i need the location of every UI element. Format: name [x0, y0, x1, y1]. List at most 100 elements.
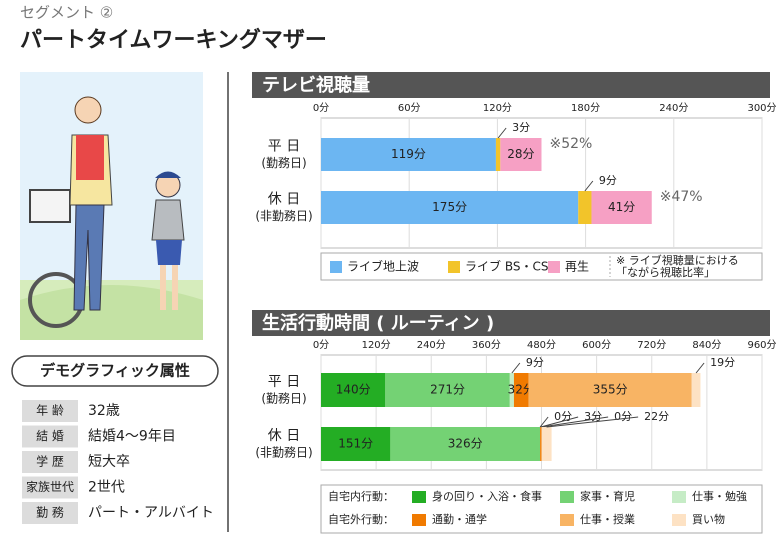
bar-segment [513, 373, 529, 407]
bar-segment [578, 191, 592, 224]
bar-segment [495, 138, 501, 171]
leader-line [539, 416, 549, 428]
value-label: 19分 [710, 356, 735, 369]
demographics-title: デモグラフィック属性 [40, 362, 190, 380]
x-tick-label: 240分 [417, 339, 446, 351]
page-title: パートタイムワーキングマザー [20, 27, 327, 53]
x-tick-label: 960分 [747, 339, 776, 351]
bar-segment [540, 427, 542, 461]
x-tick-label: 0分 [313, 339, 329, 351]
legend-group: 自宅外行動： [328, 512, 394, 526]
ratio-label: ※52% [550, 136, 593, 152]
category-note: (勤務日) [261, 156, 306, 170]
bar-segment [390, 427, 541, 461]
segment-label: セグメント ② [20, 4, 113, 22]
key-text: 勤 務 [36, 506, 64, 520]
x-tick-label: 300分 [747, 102, 776, 114]
value-label: 140分 [336, 383, 371, 397]
leader-line [584, 180, 594, 192]
value-label: 28分 [507, 147, 534, 161]
value-label: 41分 [608, 200, 635, 214]
plot-area [320, 117, 763, 249]
legend-swatch [412, 514, 426, 526]
value-text: 32歳 [88, 403, 120, 419]
bar-segment [321, 373, 386, 407]
section-header [252, 310, 770, 336]
legend-label: 身の回り・入浴・食事 [432, 489, 542, 503]
x-tick-label: 600分 [582, 339, 611, 351]
x-tick-label: 120分 [483, 102, 512, 114]
value-text: 結婚4〜9年目 [88, 429, 176, 445]
legend-note: 「ながら視聴比率」 [616, 265, 715, 279]
value-label: 119分 [391, 147, 426, 161]
value-label: 175分 [432, 200, 467, 214]
key-text: 家族世代 [26, 479, 74, 494]
x-tick-label: 360分 [472, 339, 501, 351]
legend-swatch [672, 491, 686, 503]
legend-label: 再生 [565, 260, 589, 274]
section-header [252, 72, 770, 98]
category-note: (非勤務日) [255, 446, 312, 460]
bar-segment [528, 373, 692, 407]
bar-segment [509, 373, 514, 407]
leader-line [695, 362, 705, 374]
key-cell [22, 400, 78, 422]
value-label: 3分 [512, 121, 530, 134]
category-label: 休 日 [268, 428, 300, 444]
value-label: 9分 [599, 174, 617, 187]
legend-label: 仕事・授業 [580, 512, 635, 526]
category-note: (非勤務日) [255, 209, 312, 223]
leader-line [541, 416, 609, 428]
legend-label: 買い物 [692, 512, 725, 526]
value-label: 32分 [508, 383, 535, 397]
value-label: 355分 [593, 383, 628, 397]
key-text: 学 歴 [36, 454, 64, 469]
value-text: 短大卒 [88, 454, 130, 470]
legend-swatch [560, 514, 574, 526]
ratio-label: ※47% [660, 189, 703, 205]
legend-swatch [548, 261, 560, 273]
bar-segment [321, 191, 579, 224]
legend-label: 仕事・勉強 [692, 489, 747, 503]
legend-swatch [330, 261, 342, 273]
demographics-pill [11, 355, 219, 387]
legend-group: 自宅内行動： [328, 489, 394, 503]
legend-label: ライブ地上波 [347, 259, 419, 274]
x-tick-label: 0分 [313, 102, 329, 114]
category-label: 平 日 [268, 139, 300, 155]
value-text: パート・アルバイト [88, 505, 214, 521]
value-label: 326分 [448, 437, 483, 451]
key-cell [22, 425, 78, 448]
key-text: 結 婚 [36, 429, 64, 443]
legend-box [320, 484, 763, 534]
value-label: 271分 [430, 383, 465, 397]
chart-title: テレビ視聴量 [262, 74, 370, 96]
legend-swatch [412, 491, 426, 503]
x-tick-label: 120分 [362, 339, 391, 351]
leader-line [546, 416, 639, 428]
value-label: 0分 [614, 410, 632, 423]
value-label: 151分 [338, 437, 373, 451]
x-tick-label: 60分 [398, 102, 421, 114]
legend-label: 通勤・通学 [432, 512, 487, 526]
bar-segment [691, 373, 701, 407]
key-cell [22, 451, 78, 473]
legend-swatch [448, 261, 460, 273]
legend-swatch [560, 491, 574, 503]
x-tick-label: 480分 [527, 339, 556, 351]
key-cell [22, 476, 78, 499]
illustration [20, 72, 203, 340]
x-tick-label: 240分 [659, 102, 688, 114]
bar-segment [541, 427, 552, 461]
x-tick-label: 180分 [571, 102, 600, 114]
category-label: 平 日 [268, 374, 300, 390]
value-label: 9分 [526, 356, 544, 369]
bar-segment [385, 373, 510, 407]
key-cell [22, 502, 78, 524]
legend-label: 家事・育児 [580, 489, 635, 503]
legend-note: ※ ライブ視聴量における [616, 253, 739, 267]
leader-line [497, 127, 507, 139]
legend-box [320, 252, 763, 281]
